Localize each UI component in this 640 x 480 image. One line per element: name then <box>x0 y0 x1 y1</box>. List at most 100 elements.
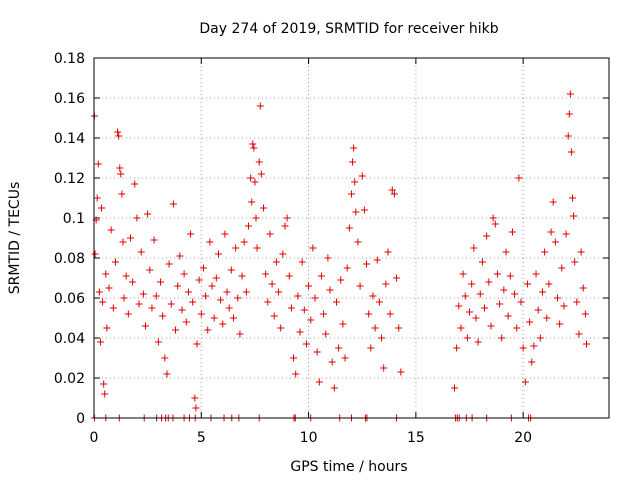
data-points <box>90 90 590 422</box>
data-point <box>466 308 474 316</box>
data-point <box>335 344 343 352</box>
data-point <box>262 270 270 278</box>
data-point <box>500 286 508 294</box>
y-tick-label: 0.12 <box>54 171 85 187</box>
data-point <box>573 298 581 306</box>
data-point <box>320 310 328 318</box>
data-point <box>223 288 231 296</box>
data-point <box>382 280 390 288</box>
data-point <box>165 260 173 268</box>
data-point <box>159 312 167 320</box>
data-point <box>129 278 137 286</box>
data-point <box>281 222 289 230</box>
data-point <box>285 272 293 280</box>
data-point <box>180 270 188 278</box>
data-point <box>504 312 512 320</box>
data-point <box>485 278 493 286</box>
data-point <box>575 330 583 338</box>
data-point <box>468 280 476 288</box>
data-point <box>192 404 200 412</box>
data-point <box>257 170 265 178</box>
data-point <box>152 292 160 300</box>
data-point <box>511 290 519 298</box>
data-point <box>502 248 510 256</box>
data-point <box>300 306 308 314</box>
data-point <box>277 324 285 332</box>
data-point <box>554 294 561 302</box>
data-point <box>326 286 334 294</box>
data-point <box>114 128 122 136</box>
data-point <box>191 394 199 402</box>
data-point <box>197 310 205 318</box>
data-point <box>532 270 540 278</box>
y-tick-label: 0.14 <box>54 131 85 147</box>
data-point <box>290 354 298 362</box>
data-point <box>322 330 330 338</box>
data-point <box>397 368 405 376</box>
data-point <box>99 298 107 306</box>
data-point <box>202 292 210 300</box>
data-point <box>93 194 101 202</box>
data-point <box>219 320 227 328</box>
data-point <box>298 258 306 266</box>
data-point <box>296 328 304 336</box>
chart-title: Day 274 of 2019, SRMTID for receiver hik… <box>199 21 498 37</box>
data-point <box>174 282 182 290</box>
data-point <box>363 260 371 268</box>
data-point <box>221 230 229 238</box>
data-point <box>245 222 252 230</box>
data-point <box>343 264 351 272</box>
data-point <box>551 238 559 246</box>
data-point <box>91 250 99 258</box>
data-point <box>294 292 302 300</box>
data-point <box>313 348 321 356</box>
x-tick-label: 15 <box>407 430 425 446</box>
data-point <box>453 344 461 352</box>
data-point <box>260 204 268 212</box>
data-point <box>386 310 394 318</box>
data-point <box>154 338 162 346</box>
data-point <box>536 334 544 342</box>
data-point <box>266 230 274 238</box>
data-point <box>264 298 272 306</box>
data-point <box>315 378 323 386</box>
data-point <box>371 324 379 332</box>
plot-frame <box>93 57 610 419</box>
data-point <box>283 214 291 222</box>
data-point <box>109 304 117 312</box>
y-tick-label: 0.08 <box>54 251 85 267</box>
data-point <box>157 278 165 286</box>
data-point <box>567 148 575 156</box>
data-point <box>144 210 152 218</box>
data-point <box>309 244 317 252</box>
data-point <box>184 288 192 296</box>
data-point <box>268 280 276 288</box>
data-point <box>545 280 553 288</box>
data-point <box>234 294 242 302</box>
data-point <box>560 302 568 310</box>
data-point <box>236 330 244 338</box>
data-point <box>513 324 521 332</box>
data-point <box>330 384 338 392</box>
data-point <box>317 272 325 280</box>
data-point <box>565 110 573 118</box>
data-point <box>133 214 141 222</box>
data-point <box>96 338 104 346</box>
data-point <box>328 358 336 366</box>
data-point <box>390 190 398 198</box>
data-point <box>489 214 497 222</box>
data-point <box>515 174 523 182</box>
data-point <box>124 310 132 318</box>
data-point <box>120 294 128 302</box>
data-point <box>272 258 280 266</box>
x-axis-label: GPS time / hours <box>290 459 407 475</box>
data-point <box>100 380 108 388</box>
data-point <box>534 306 542 314</box>
data-point <box>582 340 590 348</box>
tick-labels: 0 0.02 0.04 0.06 0.08 0.1 0.12 0.14 0.16 0.18 0 5 10… <box>54 51 532 446</box>
data-point <box>358 172 366 180</box>
data-point <box>249 140 257 148</box>
data-point <box>337 276 345 284</box>
data-point <box>487 322 495 330</box>
data-point <box>167 300 175 308</box>
